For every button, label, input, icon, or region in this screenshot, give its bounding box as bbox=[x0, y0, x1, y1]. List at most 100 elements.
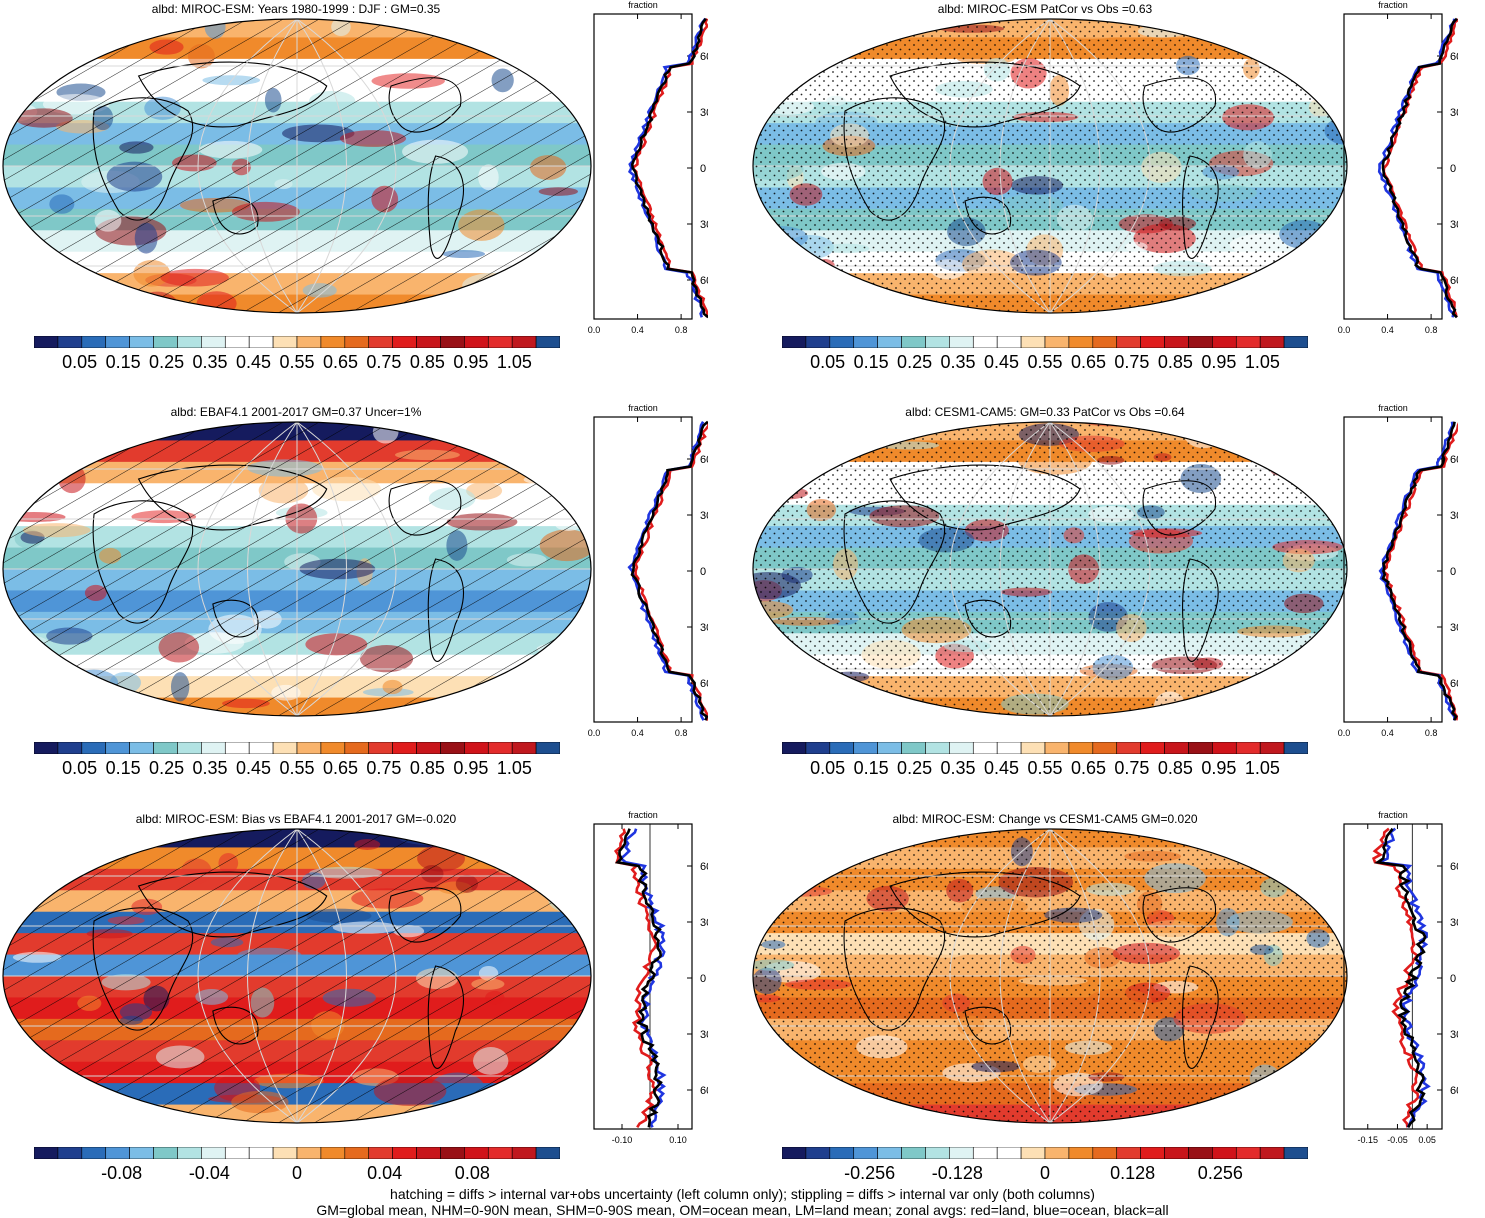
colorbar-swatch bbox=[416, 742, 441, 754]
panel-ebaf-obs: albd: EBAF4.1 2001-2017 GM=0.37 Uncer=1%… bbox=[0, 403, 740, 798]
colorbar-tick-label: 0.05 bbox=[810, 758, 846, 778]
colorbar-swatch bbox=[464, 742, 489, 754]
colorbar-swatch bbox=[344, 742, 370, 754]
field-patch bbox=[838, 422, 912, 424]
colorbar-tick-label: -0.04 bbox=[188, 1163, 230, 1183]
colorbar bbox=[34, 1147, 560, 1159]
map-plot bbox=[752, 18, 1348, 314]
field-patch bbox=[508, 277, 548, 307]
field-patch bbox=[1294, 648, 1331, 658]
field-patch bbox=[460, 302, 491, 313]
hatching-overlay bbox=[3, 422, 591, 716]
colorbar-swatch bbox=[1283, 742, 1308, 754]
map-plot bbox=[752, 421, 1348, 717]
colorbar-swatch bbox=[1020, 742, 1046, 754]
lat-tick-label: 0 bbox=[1450, 973, 1456, 985]
colorbar-swatch bbox=[1068, 336, 1094, 348]
colorbar-swatch bbox=[272, 336, 298, 348]
colorbar-swatch bbox=[248, 1147, 274, 1159]
field-patch bbox=[550, 1054, 572, 1087]
profile-line-ocean bbox=[627, 17, 707, 318]
colorbar-swatch bbox=[1068, 1147, 1094, 1159]
colorbar-tick-label: 0 bbox=[1039, 1163, 1051, 1183]
profile-line-all bbox=[1381, 421, 1458, 721]
map-border bbox=[2, 828, 592, 1124]
x-tick-label: 0.8 bbox=[1425, 728, 1438, 738]
profile-header: fraction bbox=[1378, 403, 1408, 413]
colorbar-swatch bbox=[440, 742, 465, 754]
colorbar-tick-label: 0.95 bbox=[1201, 758, 1237, 778]
colorbar-swatch bbox=[464, 1147, 489, 1159]
x-tick-label: -0.15 bbox=[1357, 1135, 1378, 1145]
colorbar-swatch bbox=[57, 742, 83, 754]
field-patch bbox=[3, 641, 44, 657]
colorbar-swatch bbox=[344, 1147, 370, 1159]
colorbar-tick-label: 0.35 bbox=[192, 758, 228, 778]
colorbar-tick-label: 0.25 bbox=[897, 758, 933, 778]
colorbar-swatch bbox=[805, 742, 831, 754]
colorbar-swatch bbox=[1164, 336, 1189, 348]
colorbar-swatch bbox=[392, 1147, 417, 1159]
field-patch bbox=[41, 52, 61, 85]
colorbar bbox=[782, 742, 1308, 754]
lat-tick-label: 60S bbox=[1450, 1085, 1458, 1097]
colorbar-tick-label: -0.08 bbox=[101, 1163, 143, 1183]
field-patch bbox=[3, 834, 60, 852]
map-border bbox=[2, 421, 592, 717]
colorbar-swatch bbox=[440, 1147, 465, 1159]
field-patch bbox=[1232, 684, 1269, 697]
footer-legend-note: hatching = diffs > internal var+obs unce… bbox=[0, 1186, 1485, 1218]
field-patch bbox=[3, 1050, 37, 1072]
colorbar-swatch bbox=[440, 336, 465, 348]
colorbar-swatch bbox=[105, 742, 130, 754]
lat-tick-label: 60N bbox=[700, 51, 708, 63]
map-border bbox=[752, 828, 1348, 1124]
colorbar-labels: 0.05 0.15 0.25 0.35 0.45 0.55 0.65 0.75 0.85 0.95… bbox=[782, 352, 1308, 376]
lat-tick-label: 60N bbox=[1450, 861, 1458, 873]
field-patch bbox=[3, 863, 59, 892]
field-patch bbox=[3, 448, 30, 465]
colorbar-tick-label: 0.05 bbox=[62, 758, 98, 778]
colorbar-tick-label: 0.128 bbox=[1110, 1163, 1156, 1183]
colorbar-swatch bbox=[1020, 336, 1046, 348]
colorbar-swatch bbox=[511, 742, 537, 754]
hatching-overlay bbox=[3, 19, 591, 313]
field-patch bbox=[1237, 1096, 1281, 1119]
colorbar-swatch bbox=[901, 742, 926, 754]
colorbar-swatch bbox=[57, 1147, 83, 1159]
lat-tick-label: 60N bbox=[700, 861, 708, 873]
colorbar-swatch bbox=[248, 336, 274, 348]
colorbar-swatch bbox=[153, 1147, 178, 1159]
colorbar-swatch bbox=[272, 742, 298, 754]
colorbar-swatch bbox=[1020, 1147, 1046, 1159]
colorbar-swatch bbox=[1212, 1147, 1237, 1159]
field-patch bbox=[58, 286, 85, 307]
colorbar-swatch bbox=[996, 336, 1022, 348]
profile-line-all bbox=[1374, 827, 1427, 1128]
colorbar-swatch bbox=[782, 742, 807, 754]
colorbar-tick-label: 0.256 bbox=[1197, 1163, 1243, 1183]
field-patch bbox=[460, 422, 502, 440]
panel-title: albd: MIROC-ESM: Years 1980-1999 : DJF :… bbox=[151, 2, 441, 16]
colorbar-tick-label: -0.256 bbox=[844, 1163, 896, 1183]
x-tick-label: 0.8 bbox=[675, 728, 688, 738]
field-patch bbox=[753, 673, 790, 694]
footer-line-2: GM=global mean, NHM=0-90N mean, SHM=0-90… bbox=[316, 1202, 1169, 1218]
colorbar-swatch bbox=[201, 742, 226, 754]
colorbar-swatch bbox=[177, 1147, 202, 1159]
colorbar-tick-label: 0.55 bbox=[279, 758, 315, 778]
zonal-mean-profile: fraction 60N 30N 0 30S 60S 0.0 0.4 0.8 bbox=[588, 403, 708, 738]
colorbar-tick-label: 0.85 bbox=[1157, 758, 1193, 778]
colorbar-tick-label: 1.05 bbox=[1244, 758, 1280, 778]
profile-line-land bbox=[634, 421, 708, 721]
lat-tick-label: 60N bbox=[1450, 454, 1458, 466]
lat-tick-label: 30N bbox=[1450, 510, 1458, 522]
colorbar-labels: 0.05 0.15 0.25 0.35 0.45 0.55 0.65 0.75 0.85 0.95… bbox=[34, 758, 560, 782]
colorbar-swatch bbox=[1235, 1147, 1261, 1159]
colorbar-swatch bbox=[368, 1147, 393, 1159]
colorbar-tick-label: 0.45 bbox=[983, 758, 1020, 778]
panel-miroc-djf: albd: MIROC-ESM: Years 1980-1999 : DJF :… bbox=[0, 0, 740, 395]
x-tick-label: 0.4 bbox=[631, 325, 644, 335]
colorbar-tick-label: 1.05 bbox=[1244, 352, 1280, 372]
profile-header: fraction bbox=[628, 810, 658, 820]
